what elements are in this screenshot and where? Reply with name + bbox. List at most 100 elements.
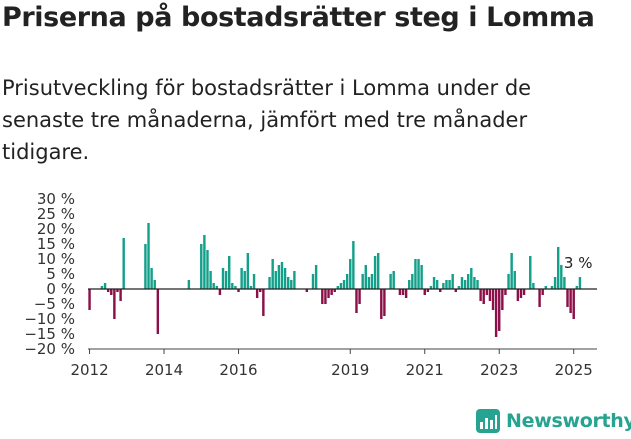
bar xyxy=(249,286,253,289)
bar xyxy=(556,247,560,289)
bar xyxy=(262,289,265,316)
bar xyxy=(457,286,461,289)
bar xyxy=(209,271,212,289)
bar xyxy=(221,268,225,289)
bar xyxy=(476,280,479,289)
bar xyxy=(373,256,377,289)
newsworthy-chart-icon xyxy=(476,409,500,433)
bar xyxy=(510,253,513,289)
x-tick-label: 2012 xyxy=(70,361,108,379)
bar xyxy=(404,289,408,298)
y-tick-label: 30 % xyxy=(37,190,75,208)
bar xyxy=(389,274,392,289)
bar xyxy=(293,271,296,289)
bar xyxy=(494,289,498,337)
bar xyxy=(110,289,113,295)
bar xyxy=(448,280,451,289)
bar xyxy=(401,289,405,295)
bar xyxy=(116,289,119,292)
bar xyxy=(321,289,324,304)
bar xyxy=(383,289,386,316)
y-tick-label: 25 % xyxy=(37,205,75,223)
y-tick-label: 20 % xyxy=(37,220,75,238)
y-tick-label: 15 % xyxy=(37,235,75,253)
bar xyxy=(445,280,448,289)
bar xyxy=(463,280,467,289)
bar xyxy=(488,289,492,301)
y-tick-label: −10 % xyxy=(24,310,75,328)
bar xyxy=(439,289,442,292)
bar xyxy=(414,259,417,289)
bar xyxy=(507,274,510,289)
bar-chart: 30 %25 %20 %15 %10 %5 %0 %−5 %−10 %−15 %… xyxy=(24,190,597,379)
bar xyxy=(228,256,231,289)
bar xyxy=(103,283,107,289)
bar xyxy=(113,289,116,319)
bar xyxy=(268,277,271,289)
bar xyxy=(206,250,209,289)
bar xyxy=(231,283,234,289)
bar xyxy=(575,286,579,289)
bar xyxy=(203,235,206,289)
bars xyxy=(88,223,582,337)
bar xyxy=(224,271,228,289)
bar xyxy=(100,286,104,289)
bar xyxy=(420,265,423,289)
x-tick-label: 2016 xyxy=(219,361,257,379)
bar xyxy=(578,277,582,289)
bar xyxy=(153,280,156,289)
x-tick-label: 2019 xyxy=(331,361,369,379)
bar xyxy=(280,262,284,289)
y-tick-label: −20 % xyxy=(24,340,75,358)
bar xyxy=(408,280,411,289)
bar xyxy=(423,289,426,295)
bar xyxy=(215,286,219,289)
brand-name: Newsworthy xyxy=(506,410,631,432)
bar xyxy=(442,283,445,289)
bar xyxy=(367,277,371,289)
bar xyxy=(187,280,191,289)
bar xyxy=(345,274,349,289)
bar xyxy=(426,289,430,292)
bar xyxy=(516,289,520,301)
bar xyxy=(417,259,420,289)
bar xyxy=(470,268,473,289)
bar xyxy=(255,289,259,298)
bar xyxy=(364,265,367,289)
bar xyxy=(411,274,414,289)
bar xyxy=(522,289,526,295)
bar xyxy=(324,289,327,304)
bar xyxy=(398,289,402,295)
bar xyxy=(355,289,358,313)
bar xyxy=(330,289,333,295)
bar xyxy=(336,286,340,289)
bar xyxy=(237,289,240,292)
bar xyxy=(541,289,544,295)
bar xyxy=(572,289,575,319)
y-tick-label: −15 % xyxy=(24,325,75,343)
bar xyxy=(305,289,309,292)
chart-title: Priserna på bostadsrätter steg i Lomma xyxy=(2,2,595,33)
bar xyxy=(246,253,250,289)
bar xyxy=(290,280,293,289)
bar xyxy=(501,289,504,310)
bar xyxy=(122,238,125,289)
bar xyxy=(482,289,485,304)
last-value-label: 3 % xyxy=(564,254,593,272)
y-tick-label: 10 % xyxy=(37,250,75,268)
bar xyxy=(479,289,482,301)
bar xyxy=(519,289,523,298)
bar xyxy=(466,274,470,289)
bar xyxy=(504,289,507,295)
bar xyxy=(314,265,318,289)
bar xyxy=(429,286,433,289)
bar xyxy=(569,289,572,313)
bar xyxy=(286,277,290,289)
bar xyxy=(550,286,554,289)
bar xyxy=(513,271,516,289)
bar xyxy=(349,259,352,289)
bar xyxy=(532,283,535,289)
bar xyxy=(432,277,436,289)
bar xyxy=(274,271,277,289)
bar xyxy=(370,274,374,289)
